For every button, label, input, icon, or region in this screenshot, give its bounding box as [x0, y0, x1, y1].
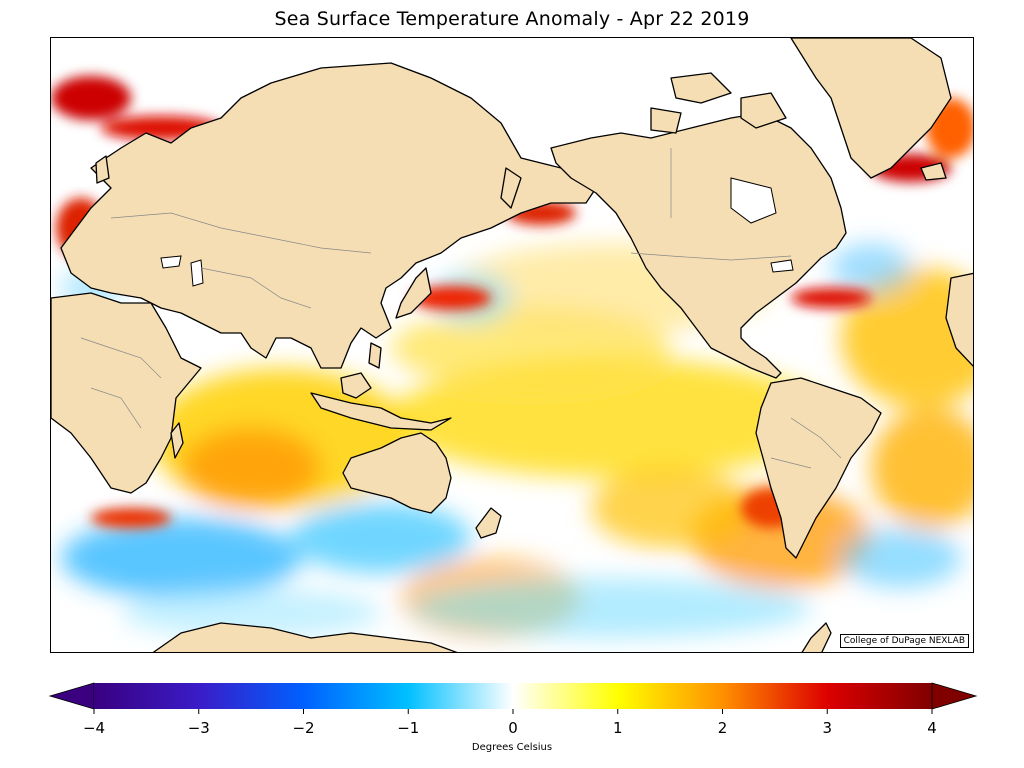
colorbar: −4 −3 −2 −1 0 1 2 3 4	[48, 682, 978, 737]
landmass-britain	[95, 155, 110, 184]
landmass-arctic-islands-1	[670, 72, 732, 104]
inland-waters	[160, 177, 794, 287]
colorbar-tick-label: 4	[927, 719, 937, 737]
caspian-sea	[190, 259, 204, 287]
landmass-africa	[51, 292, 202, 494]
colorbar-tick-label: 2	[718, 719, 728, 737]
landmass-greenland	[790, 38, 952, 179]
hudson-bay	[730, 177, 777, 224]
landmass-arctic-islands-2	[740, 92, 787, 129]
colorbar-ramp	[94, 683, 932, 709]
colorbar-tick-label: −3	[188, 719, 210, 737]
colorbar-ticks: −4 −3 −2 −1 0 1 2 3 4	[83, 709, 937, 737]
landmass-indonesia	[310, 392, 452, 431]
colorbar-tick-label: −4	[83, 719, 105, 737]
landmass-new-zealand	[475, 507, 502, 539]
political-borders	[80, 148, 842, 469]
credit-label: College of DuPage NEXLAB	[839, 634, 969, 648]
colorbar-max-extend	[931, 682, 978, 710]
landmass-south-america	[755, 377, 882, 559]
colorbar-tick-label: −1	[397, 719, 419, 737]
colorbar-min-extend	[48, 682, 95, 710]
colorbar-tick-label: −2	[292, 719, 314, 737]
map-title: Sea Surface Temperature Anomaly - Apr 22…	[274, 8, 750, 30]
colorbar-tick-label: 3	[822, 719, 832, 737]
land-masses	[51, 38, 973, 652]
colorbar-tick-label: 1	[613, 719, 623, 737]
black-sea	[160, 255, 182, 269]
landmass-arctic-islands-3	[650, 107, 682, 134]
map-canvas	[51, 38, 973, 652]
sst-anomaly-map: College of DuPage NEXLAB	[50, 37, 974, 653]
landmass-antarctic-peninsula	[801, 622, 832, 652]
landmass-japan	[395, 267, 432, 319]
colorbar-label: Degrees Celsius	[471, 742, 553, 753]
landmass-madagascar	[170, 422, 184, 459]
landmass-philippines	[368, 342, 382, 369]
landmass-iceland	[920, 162, 947, 181]
landmass-australia	[342, 432, 452, 514]
landmass-kamchatka	[500, 167, 522, 209]
great-lakes	[770, 259, 794, 273]
landmass-europe-west	[945, 272, 973, 367]
landmass-borneo	[340, 372, 372, 399]
anomaly-field	[61, 243, 973, 638]
landmass-antarctica	[152, 622, 458, 652]
colorbar-tick-label: 0	[508, 719, 518, 737]
landmass-eurasia	[60, 62, 597, 369]
